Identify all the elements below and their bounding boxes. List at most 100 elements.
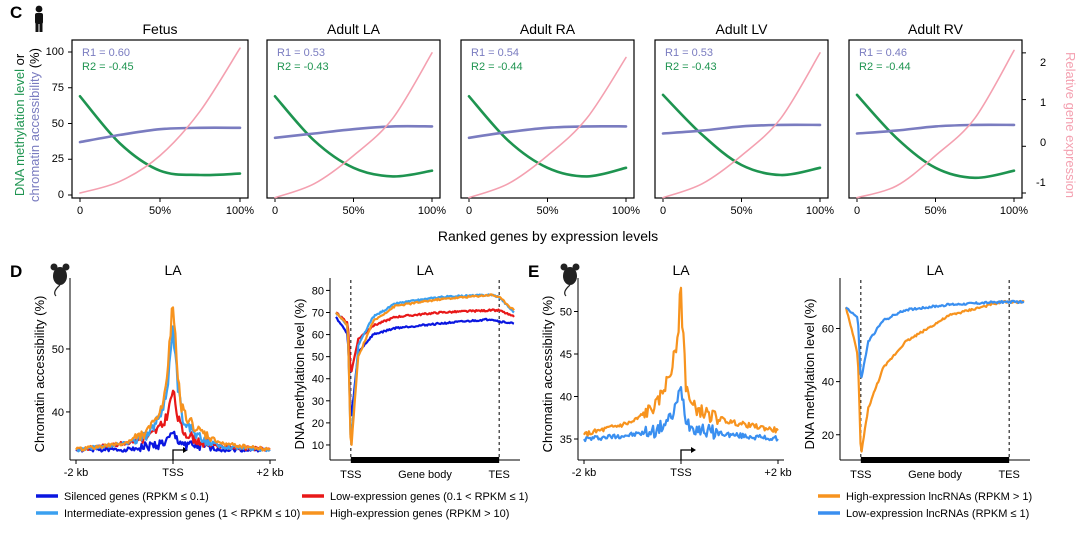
y-axis-label: DNA methylation level (%) <box>292 299 307 450</box>
ylabel-percent: (%) <box>27 48 42 72</box>
series-line <box>468 56 627 199</box>
panel-c-fetus: Fetus 0 50% 100% R1 = 0.60 R2 = -0.45 <box>68 21 254 217</box>
series-line <box>662 52 821 199</box>
x-tick-label: 0 <box>272 205 278 217</box>
x-tick-label: 100% <box>226 205 254 217</box>
series-line <box>855 93 1016 180</box>
x-axis-label: Gene body <box>398 469 452 481</box>
ytick-label: 0 <box>58 189 64 201</box>
y-tick-label: 40 <box>52 407 64 419</box>
chart-title: Adult LA <box>327 21 381 37</box>
y-tick-label: 60 <box>312 330 324 342</box>
svg-text:DNA methylation level or: DNA methylation level or <box>12 53 27 196</box>
x-tick-label: TSS <box>340 469 361 481</box>
gene-body-bar <box>860 457 1010 463</box>
series-line <box>273 124 434 140</box>
legend-d: Silenced genes (RPKM ≤ 0.1) Intermediate… <box>36 491 528 520</box>
x-tick-label: 50% <box>536 205 558 217</box>
chart-title: Adult LV <box>716 21 769 37</box>
legend-item: Low-expression lncRNAs (RPKM ≤ 1) <box>818 508 1029 520</box>
legend-text: Silenced genes (RPKM ≤ 0.1) <box>64 491 209 503</box>
annotation-r1: R1 = 0.60 <box>82 47 130 59</box>
y-tick-label: 45 <box>560 349 572 361</box>
legend-item: Low-expression genes (0.1 < RPKM ≤ 1) <box>302 491 528 503</box>
y-tick-label: 35 <box>560 434 572 446</box>
series-line <box>583 286 779 438</box>
panel-c-right-ylabel: Relative gene expression <box>1063 52 1078 198</box>
panel-c-la: Adult LA 0 50% 100% R1 = 0.53 R2 = -0.43 <box>266 21 446 217</box>
panel-d-access: LA Chromatin accessibility (%) 40 50 -2 kb TS… <box>32 262 284 479</box>
y-tick-label: 40 <box>312 374 324 386</box>
series-line <box>844 299 1025 453</box>
x-tick-label: +2 kb <box>256 467 283 479</box>
series-line <box>661 123 822 135</box>
annotation-r2: R2 = -0.45 <box>82 61 134 73</box>
y-tick-label: 40 <box>560 392 572 404</box>
series-line <box>78 126 242 144</box>
legend-text: Low-expression lncRNAs (RPKM ≤ 1) <box>846 508 1029 520</box>
series-line <box>335 293 515 440</box>
series-line <box>845 299 1025 379</box>
x-tick-label: TSS <box>670 467 691 479</box>
panel-c-ra: Adult RA 0 50% 100% R1 = 0.54 R2 = -0.44 <box>460 21 640 217</box>
y-tick-label: 50 <box>52 344 64 356</box>
y-tick-label: 10 <box>312 440 324 452</box>
panel-c-left-yaxis: 0 25 50 75 100 <box>46 46 64 201</box>
ytick-label: -1 <box>1036 177 1046 189</box>
panel-c-rv: Adult RV 0 50% 100% R1 = 0.46 R2 = -0.44 <box>848 21 1028 217</box>
x-tick-label: -2 kb <box>64 467 88 479</box>
y-tick-label: 80 <box>312 285 324 297</box>
ytick-label: 100 <box>46 46 64 58</box>
series-line <box>79 47 241 194</box>
annotation-r2: R2 = -0.44 <box>471 61 523 73</box>
panel-d-methyl: LA DNA methylation level (%) 10 20 30 40 50 60 7… <box>292 262 520 481</box>
y-tick-label: 50 <box>312 352 324 364</box>
ytick-label: 1 <box>1040 97 1046 109</box>
series-line <box>467 95 628 178</box>
panel-label-d: D <box>10 262 22 281</box>
x-tick-label: 100% <box>806 205 834 217</box>
y-axis-label: Chromatin accessibility (%) <box>32 296 47 453</box>
y-tick-label: 60 <box>822 324 834 336</box>
series-line <box>274 52 433 199</box>
series-line <box>855 123 1016 135</box>
x-tick-label: 50% <box>342 205 364 217</box>
y-axis-label: Chromatin accessibility (%) <box>540 296 555 453</box>
y-tick-label: 30 <box>312 396 324 408</box>
annotation-r1: R1 = 0.53 <box>277 47 325 59</box>
chart-title: Adult RA <box>520 21 576 37</box>
x-tick-label: 100% <box>612 205 640 217</box>
legend-item: High-expression lncRNAs (RPKM > 1) <box>818 491 1032 503</box>
annotation-r2: R2 = -0.43 <box>277 61 329 73</box>
series-line <box>335 293 515 446</box>
ytick-label: 75 <box>52 82 64 94</box>
series-line <box>661 93 822 177</box>
series-line <box>583 386 779 443</box>
x-tick-label: 100% <box>1000 205 1028 217</box>
y-tick-label: 20 <box>822 430 834 442</box>
annotation-r1: R1 = 0.53 <box>665 47 713 59</box>
y-tick-label: 20 <box>312 418 324 430</box>
panel-c-right-yaxis: -1 0 1 2 <box>1036 57 1046 189</box>
annotation-r1: R1 = 0.46 <box>859 47 907 59</box>
x-tick-label: TSS <box>162 467 183 479</box>
ylabel-accessibility: chromatin accessibility <box>27 71 42 202</box>
legend-item: High-expression genes (RPKM > 10) <box>302 508 509 520</box>
series-line <box>467 124 628 140</box>
y-tick-label: 70 <box>312 307 324 319</box>
x-tick-label: TES <box>998 469 1019 481</box>
x-tick-label: TES <box>488 469 509 481</box>
annotation-r2: R2 = -0.43 <box>665 61 717 73</box>
y-tick-label: 50 <box>560 307 572 319</box>
svg-text:chromatin accessibility (%): chromatin accessibility (%) <box>27 48 42 202</box>
series-line <box>75 306 271 452</box>
series-line <box>75 389 271 452</box>
chart-title: Fetus <box>142 21 177 37</box>
chart-title: Adult RV <box>908 21 964 37</box>
panel-c-xlabel: Ranked genes by expression levels <box>438 228 658 244</box>
x-tick-label: 50% <box>730 205 752 217</box>
x-tick-label: +2 kb <box>764 467 791 479</box>
legend-item: Silenced genes (RPKM ≤ 0.1) <box>36 491 209 503</box>
panel-c-lv: Adult LV 0 50% 100% R1 = 0.53 R2 = -0.43 <box>654 21 834 217</box>
